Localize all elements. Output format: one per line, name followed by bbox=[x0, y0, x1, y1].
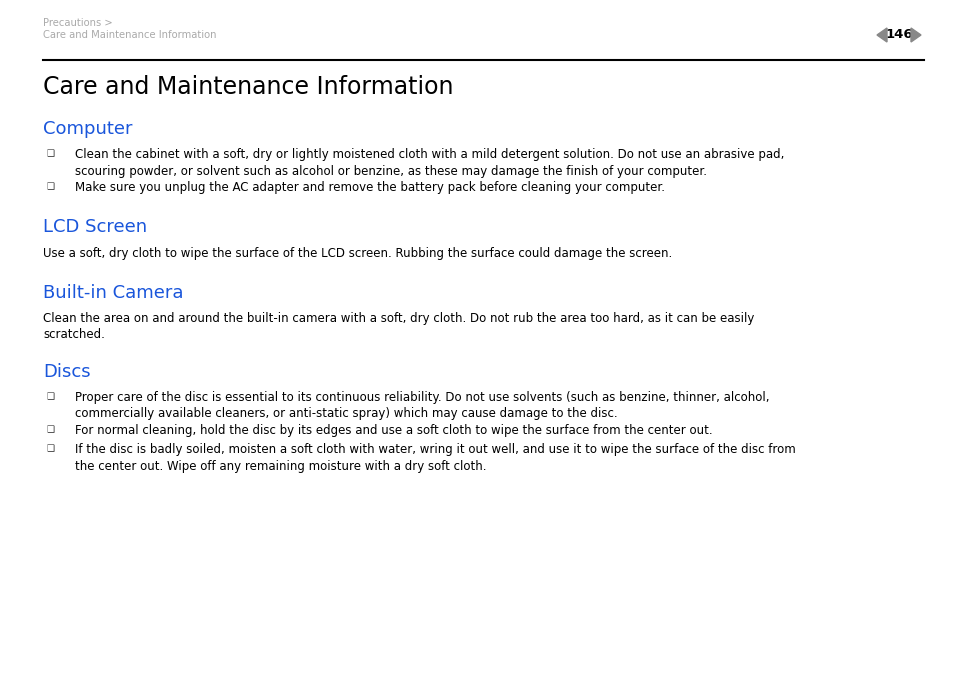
Text: If the disc is badly soiled, moisten a soft cloth with water, wring it out well,: If the disc is badly soiled, moisten a s… bbox=[75, 443, 795, 473]
Text: Make sure you unplug the AC adapter and remove the battery pack before cleaning : Make sure you unplug the AC adapter and … bbox=[75, 181, 664, 194]
Text: ❑: ❑ bbox=[46, 149, 54, 158]
Text: LCD Screen: LCD Screen bbox=[43, 218, 147, 237]
Polygon shape bbox=[910, 28, 920, 42]
Text: For normal cleaning, hold the disc by its edges and use a soft cloth to wipe the: For normal cleaning, hold the disc by it… bbox=[75, 424, 712, 437]
Polygon shape bbox=[876, 28, 886, 42]
Text: Use a soft, dry cloth to wipe the surface of the LCD screen. Rubbing the surface: Use a soft, dry cloth to wipe the surfac… bbox=[43, 247, 672, 259]
Text: Care and Maintenance Information: Care and Maintenance Information bbox=[43, 75, 453, 99]
Text: 146: 146 bbox=[884, 28, 912, 42]
Text: ❑: ❑ bbox=[46, 425, 54, 434]
Text: ❑: ❑ bbox=[46, 444, 54, 454]
Text: Clean the cabinet with a soft, dry or lightly moistened cloth with a mild deterg: Clean the cabinet with a soft, dry or li… bbox=[75, 148, 783, 177]
Text: Precautions >: Precautions > bbox=[43, 18, 112, 28]
Text: Discs: Discs bbox=[43, 363, 91, 381]
Text: Proper care of the disc is essential to its continuous reliability. Do not use s: Proper care of the disc is essential to … bbox=[75, 391, 769, 421]
Text: Computer: Computer bbox=[43, 120, 132, 138]
Text: ❑: ❑ bbox=[46, 182, 54, 191]
Text: Clean the area on and around the built-in camera with a soft, dry cloth. Do not : Clean the area on and around the built-i… bbox=[43, 312, 754, 342]
Text: Built-in Camera: Built-in Camera bbox=[43, 284, 183, 302]
Text: Care and Maintenance Information: Care and Maintenance Information bbox=[43, 30, 216, 40]
Text: ❑: ❑ bbox=[46, 392, 54, 401]
